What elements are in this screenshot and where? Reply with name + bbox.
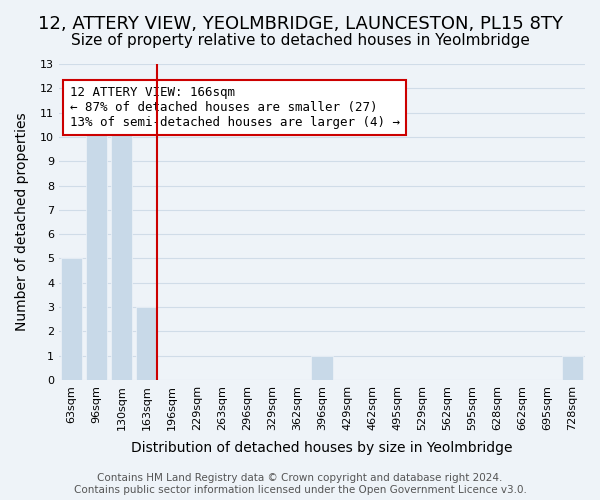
- Text: Contains HM Land Registry data © Crown copyright and database right 2024.
Contai: Contains HM Land Registry data © Crown c…: [74, 474, 526, 495]
- Y-axis label: Number of detached properties: Number of detached properties: [15, 112, 29, 332]
- Bar: [86, 112, 107, 380]
- Bar: [562, 356, 583, 380]
- Bar: [61, 258, 82, 380]
- Text: Size of property relative to detached houses in Yeolmbridge: Size of property relative to detached ho…: [71, 32, 529, 48]
- Bar: [136, 307, 157, 380]
- Text: 12 ATTERY VIEW: 166sqm
← 87% of detached houses are smaller (27)
13% of semi-det: 12 ATTERY VIEW: 166sqm ← 87% of detached…: [70, 86, 400, 129]
- Text: 12, ATTERY VIEW, YEOLMBRIDGE, LAUNCESTON, PL15 8TY: 12, ATTERY VIEW, YEOLMBRIDGE, LAUNCESTON…: [37, 15, 563, 33]
- Bar: [311, 356, 332, 380]
- Bar: [111, 112, 133, 380]
- X-axis label: Distribution of detached houses by size in Yeolmbridge: Distribution of detached houses by size …: [131, 441, 513, 455]
